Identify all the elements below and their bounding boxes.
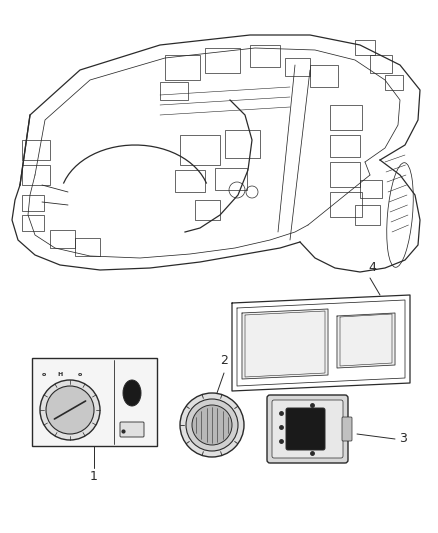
Circle shape: [192, 405, 232, 445]
Bar: [330, 105, 362, 130]
Circle shape: [46, 386, 94, 434]
Bar: [195, 200, 220, 220]
Bar: [330, 192, 362, 217]
FancyBboxPatch shape: [342, 417, 352, 441]
Bar: [160, 82, 188, 100]
Text: H: H: [57, 372, 63, 376]
Bar: [225, 130, 260, 158]
Circle shape: [180, 393, 244, 457]
Text: 1: 1: [90, 470, 98, 482]
Bar: [385, 75, 403, 90]
Text: 4: 4: [368, 261, 376, 274]
FancyBboxPatch shape: [286, 408, 325, 450]
Bar: [370, 55, 392, 73]
Polygon shape: [337, 313, 395, 368]
Bar: [355, 205, 380, 225]
Text: 3: 3: [399, 432, 407, 446]
Bar: [360, 180, 382, 198]
Bar: [330, 135, 360, 157]
Polygon shape: [242, 309, 328, 379]
Bar: [180, 135, 220, 165]
Circle shape: [186, 399, 238, 451]
Bar: [50, 230, 75, 248]
Bar: [310, 65, 338, 87]
Bar: [22, 140, 50, 160]
Bar: [355, 40, 375, 55]
Ellipse shape: [123, 380, 141, 406]
Text: o: o: [42, 372, 46, 376]
Text: 2: 2: [220, 354, 228, 367]
Bar: [22, 215, 44, 231]
Circle shape: [40, 380, 100, 440]
Text: o: o: [78, 372, 82, 376]
Bar: [175, 170, 205, 192]
Bar: [330, 162, 360, 187]
Bar: [285, 58, 310, 76]
Bar: [75, 238, 100, 256]
Bar: [165, 55, 200, 80]
Bar: [205, 48, 240, 73]
Bar: [215, 168, 247, 190]
Bar: [22, 195, 44, 211]
Bar: [22, 165, 50, 185]
FancyBboxPatch shape: [120, 422, 144, 437]
FancyBboxPatch shape: [272, 400, 343, 458]
Bar: [32, 358, 157, 446]
FancyBboxPatch shape: [267, 395, 348, 463]
Bar: [250, 45, 280, 67]
